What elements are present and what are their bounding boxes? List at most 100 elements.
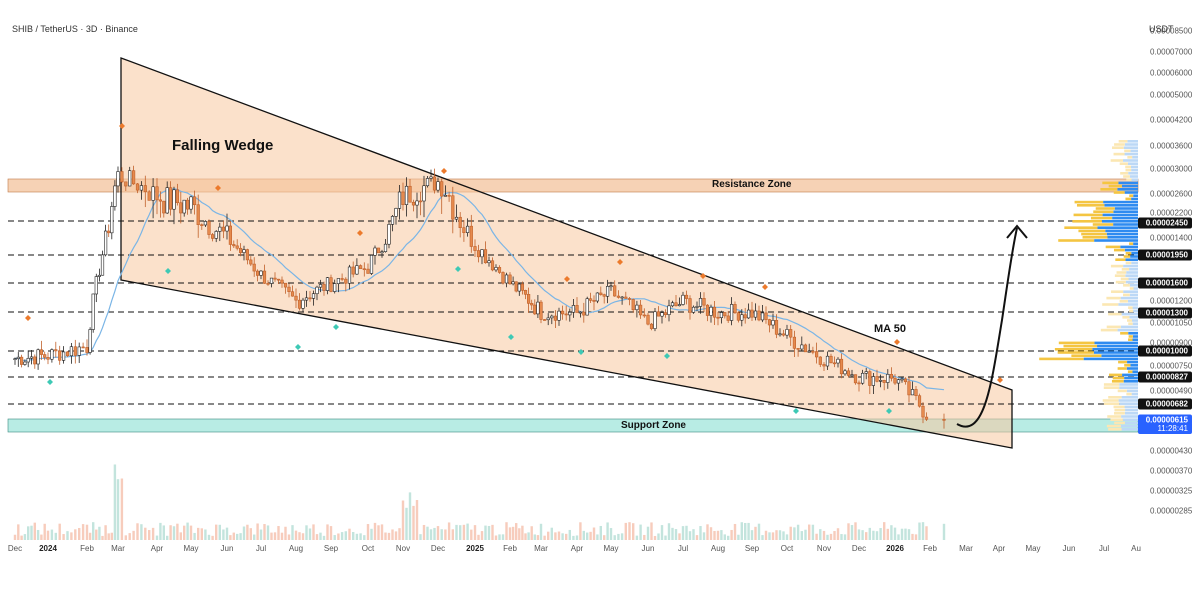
- candle-body: [440, 181, 444, 197]
- volume-bar: [521, 525, 524, 540]
- volume-profile-bar: [1119, 300, 1128, 303]
- candle-body: [124, 181, 128, 187]
- pivot-low-marker: [295, 344, 301, 350]
- volume-bar: [70, 532, 73, 540]
- volume-profile-bar: [1104, 204, 1138, 207]
- volume-bar: [768, 532, 771, 540]
- time-tick-label: Apr: [992, 544, 1006, 553]
- candle-body: [235, 245, 239, 249]
- candle-body: [868, 371, 872, 386]
- volume-profile-bar: [1058, 239, 1095, 242]
- volume-profile-bar: [1133, 287, 1138, 290]
- volume-bar: [750, 530, 754, 540]
- candle-body: [182, 199, 186, 214]
- volume-bar: [850, 525, 854, 540]
- volume-profile-bar: [1058, 341, 1095, 345]
- candle-body: [921, 405, 925, 418]
- candle-body: [280, 279, 284, 284]
- price-level-badge: 0.00001300: [1138, 307, 1192, 319]
- volume-profile-bar: [1127, 162, 1138, 165]
- volume-profile-bar: [1123, 255, 1131, 258]
- volume-profile-bar: [1102, 399, 1119, 402]
- time-tick-label: Jul: [1098, 544, 1110, 553]
- volume-profile-bar: [1124, 412, 1138, 415]
- volume-bar: [713, 530, 716, 540]
- volume-profile-bar: [1132, 370, 1138, 373]
- volume-bar: [733, 523, 737, 540]
- pivot-markers: [25, 123, 1003, 414]
- candle-body: [677, 304, 682, 307]
- volume-profile-bar: [1125, 252, 1132, 255]
- candle-body: [917, 395, 922, 407]
- bar-countdown: 11:28:41: [1138, 424, 1192, 434]
- candle-body: [245, 249, 250, 261]
- candle-body: [476, 250, 481, 258]
- candle-body: [670, 302, 675, 307]
- volume-profile-bar: [1110, 418, 1123, 421]
- time-tick-label: Oct: [780, 544, 794, 553]
- volume-bar: [793, 527, 796, 540]
- volume-profile-bar: [1120, 332, 1129, 335]
- time-tick-label: Feb: [923, 544, 937, 553]
- candle-body: [560, 310, 565, 315]
- candle-body: [667, 305, 671, 315]
- candle-body: [705, 304, 710, 316]
- candle-body: [924, 416, 929, 420]
- volume-profile-bar: [1112, 216, 1138, 220]
- level-lines: [8, 220, 1138, 405]
- volume-profile-bar: [1122, 316, 1130, 319]
- volume-profile-bar: [1131, 261, 1138, 265]
- candle-body: [336, 278, 341, 284]
- volume-profile-bar: [1103, 402, 1120, 405]
- candle-body: [329, 277, 333, 292]
- volume-profile-bar: [1124, 376, 1138, 380]
- candle-body: [602, 294, 606, 297]
- volume-bar: [808, 524, 811, 540]
- volume-bar: [646, 526, 650, 540]
- volume-bar: [511, 526, 515, 540]
- volume-bar: [455, 524, 458, 540]
- volume-profile-bar: [1113, 191, 1125, 194]
- volume-profile-bar: [1129, 316, 1138, 319]
- volume-profile-bar: [1103, 200, 1138, 204]
- volume-profile-bar: [1103, 386, 1120, 389]
- volume-profile-bar: [1123, 264, 1138, 268]
- volume-profile-bar: [1126, 392, 1132, 396]
- volume-bar: [498, 534, 501, 540]
- price-level-badge: 0.00000827: [1138, 371, 1192, 383]
- candle-body: [443, 195, 448, 197]
- time-tick-label: Oct: [361, 544, 375, 553]
- volume-bar: [494, 535, 498, 540]
- volume-bar: [505, 522, 508, 540]
- candle-body: [221, 226, 226, 232]
- volume-bar: [391, 529, 394, 540]
- volume-profile-bar: [1039, 357, 1084, 361]
- volume-bar: [398, 528, 401, 540]
- candle-body: [249, 259, 253, 265]
- price-tick-label: 0.00000900: [1150, 338, 1193, 348]
- volume-profile-bar: [1124, 149, 1131, 153]
- candle-body: [107, 230, 111, 234]
- candle-body: [501, 272, 505, 284]
- candle-body: [719, 312, 723, 318]
- candle-body: [642, 314, 646, 317]
- volume-bar: [27, 526, 30, 540]
- candle-body: [674, 302, 678, 307]
- candle-body: [69, 346, 73, 357]
- time-tick-label: Sep: [744, 544, 760, 553]
- volume-profile-bar: [1129, 242, 1134, 245]
- pivot-high-marker: [25, 315, 31, 321]
- volume-bar: [88, 532, 92, 540]
- volume-profile-bar: [1130, 364, 1138, 367]
- volume-bar: [50, 529, 54, 540]
- volume-bar: [643, 534, 646, 540]
- candle-body: [822, 364, 826, 367]
- candle-body: [550, 315, 554, 319]
- volume-bar: [554, 532, 557, 540]
- candle-body: [113, 185, 117, 207]
- candle-body: [23, 361, 27, 365]
- falling-wedge-label: Falling Wedge: [172, 137, 274, 154]
- volume-profile-bar: [1101, 354, 1138, 357]
- candle-body: [811, 350, 815, 353]
